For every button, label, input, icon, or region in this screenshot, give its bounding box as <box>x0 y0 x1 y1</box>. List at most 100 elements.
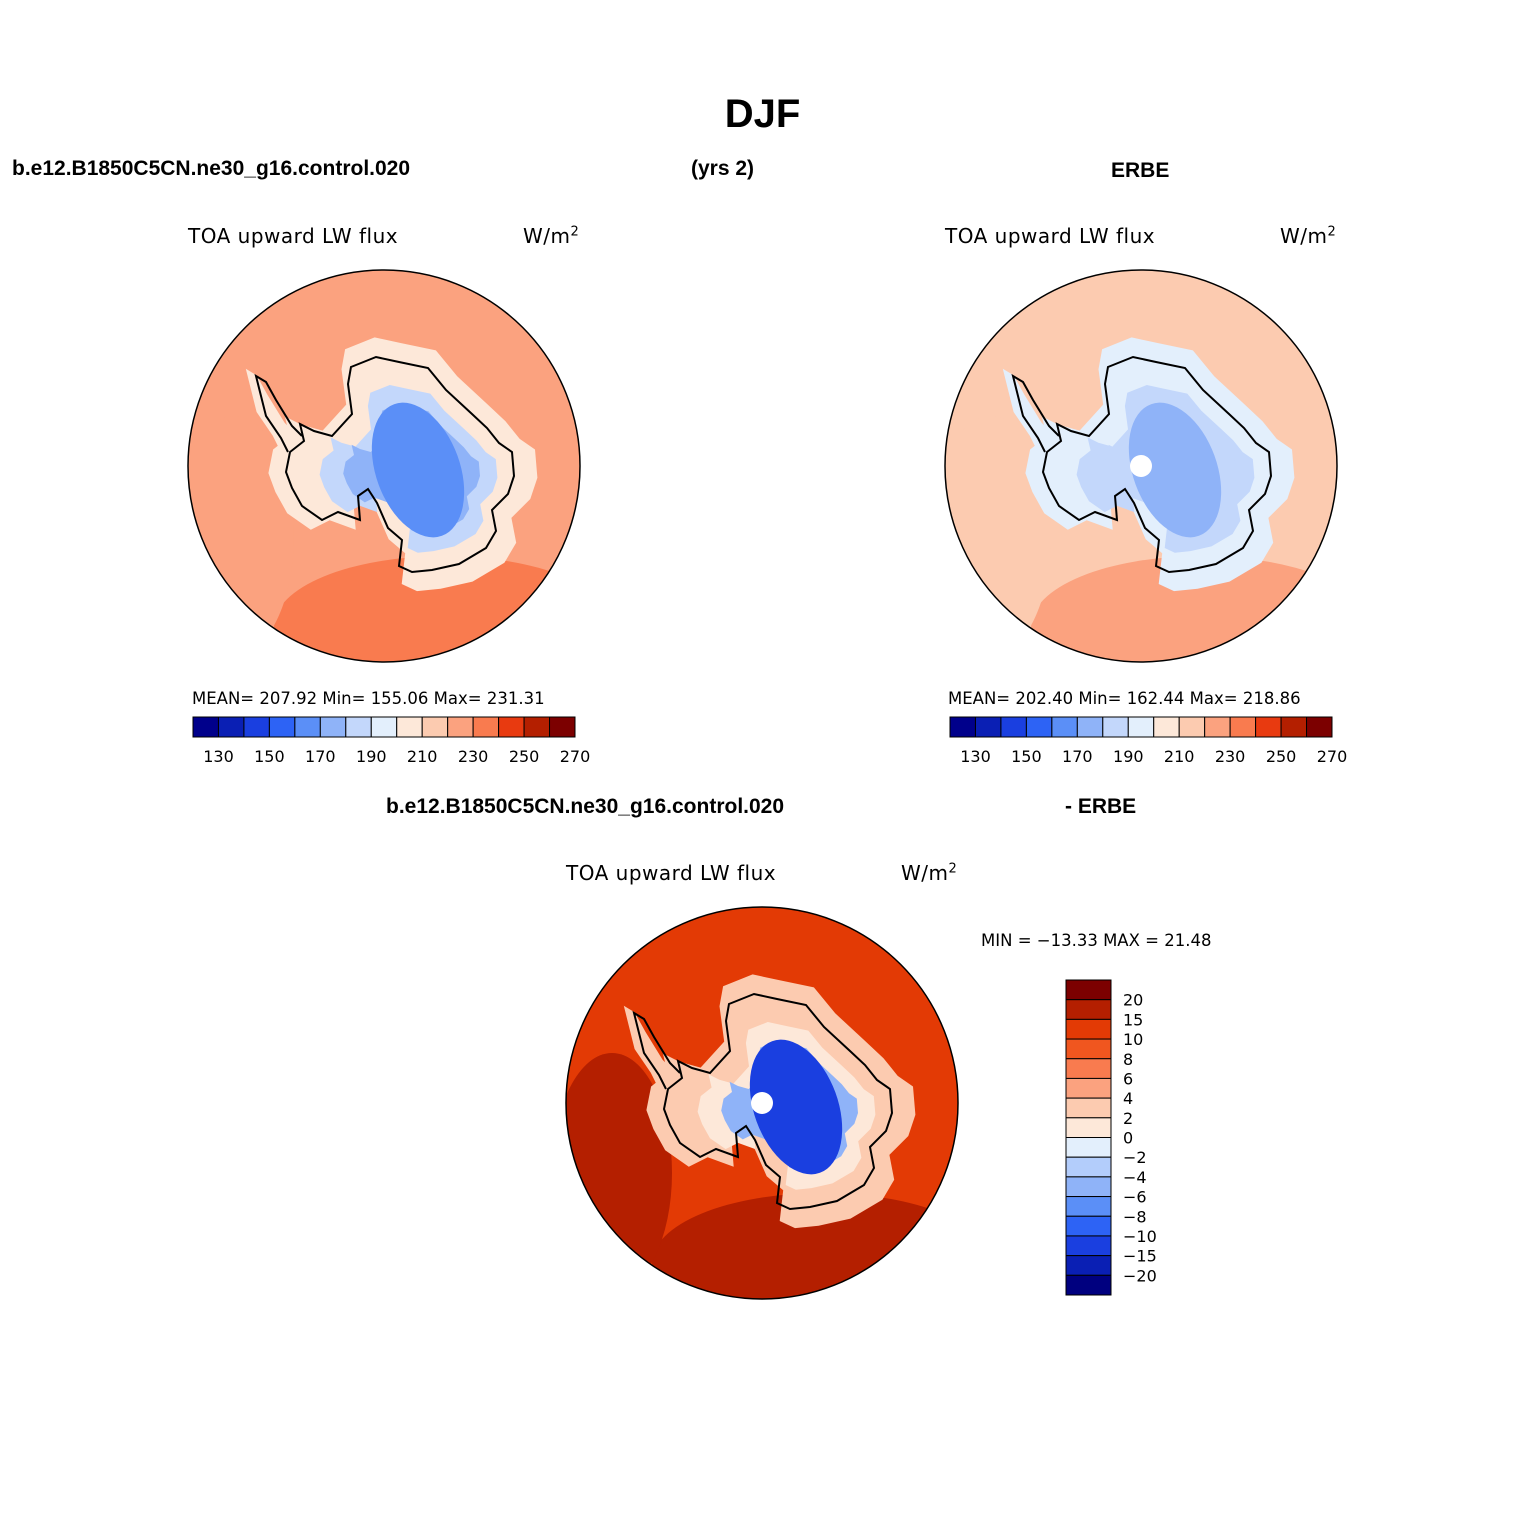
colorbar-tick-label: 2 <box>1123 1109 1133 1128</box>
colorbar-tick-label: 190 <box>1113 747 1144 766</box>
colorbar-box <box>1065 1137 1112 1158</box>
colorbar-box <box>243 716 270 738</box>
colorbar-box <box>949 716 976 738</box>
colorbar-box <box>1065 1058 1112 1079</box>
colorbar-box <box>1076 716 1104 738</box>
pole-missing-data <box>751 1092 773 1114</box>
peninsula-field <box>623 1005 674 1088</box>
colorbar-box <box>1065 1215 1112 1237</box>
colorbar-box <box>1025 716 1053 738</box>
colorbar-box <box>498 716 525 738</box>
colorbar-tick-label: 0 <box>1123 1129 1133 1148</box>
colorbar-box <box>370 716 398 738</box>
coastline <box>662 992 894 1211</box>
obs-header: ERBE <box>1111 159 1170 182</box>
colorbar-box <box>523 716 551 738</box>
map-border <box>944 269 1338 663</box>
model-panel-units: W/m2 <box>523 224 580 248</box>
peninsula-field <box>1002 368 1053 451</box>
colorbar-tick-label: 130 <box>203 747 234 766</box>
colorbar-tick-label: 250 <box>509 747 540 766</box>
colorbar-box <box>1178 716 1206 738</box>
colorbar-tick-label: 20 <box>1123 991 1143 1010</box>
colorbar-box <box>1065 1196 1112 1217</box>
colorbar-tick-label: −15 <box>1123 1247 1157 1266</box>
colorbar-tick-label: 8 <box>1123 1050 1133 1069</box>
colorbar-tick-label: 4 <box>1123 1089 1133 1108</box>
colorbar-tick-label: −20 <box>1123 1266 1157 1285</box>
colorbar-tick-label: 150 <box>254 747 285 766</box>
map-border <box>187 269 581 663</box>
colorbar-box <box>192 716 219 738</box>
coastline <box>284 355 516 574</box>
model-case-header: b.e12.B1850C5CN.ne30_g16.control.020 <box>12 157 411 180</box>
obs-stats: MEAN= 202.40 Min= 162.44 Max= 218.86 <box>948 689 1301 708</box>
colorbar-box <box>1065 1097 1112 1119</box>
colorbar-box <box>1065 1117 1112 1139</box>
colorbar-tick-label: 15 <box>1123 1010 1143 1029</box>
model-map <box>187 269 581 663</box>
figure-title: DJF <box>724 92 801 136</box>
colorbar-box <box>1280 716 1308 738</box>
colorbar-tick-label: 150 <box>1011 747 1042 766</box>
colorbar-box <box>1255 716 1282 738</box>
colorbar-box <box>421 716 449 738</box>
colorbar-box <box>1065 1274 1112 1296</box>
obs-panel-units: W/m2 <box>1280 224 1337 248</box>
colorbar-tick-label: 210 <box>1164 747 1195 766</box>
colorbar-tick-label: 230 <box>458 747 489 766</box>
colorbar-tick-label: 10 <box>1123 1030 1143 1049</box>
colorbar-tick-label: −10 <box>1123 1227 1157 1246</box>
colorbar-box <box>447 716 474 738</box>
colorbar-box <box>294 716 321 738</box>
pole-missing-data <box>1130 455 1152 477</box>
obs-panel-title: TOA upward LW flux <box>945 224 1156 248</box>
colorbar-box <box>1065 1235 1112 1257</box>
diff-stats: MIN = −13.33 MAX = 21.48 <box>981 931 1212 950</box>
diff-panel-units: W/m2 <box>901 861 958 885</box>
colorbar-tick-label: 190 <box>356 747 387 766</box>
colorbar-tick-label: 270 <box>560 747 591 766</box>
colorbar-box <box>1065 1038 1112 1060</box>
colorbar-box <box>217 716 245 738</box>
peninsula-field <box>245 368 296 451</box>
colorbar-box <box>1065 1018 1112 1040</box>
diff-map <box>565 906 959 1300</box>
peninsula-coastline <box>632 1010 681 1090</box>
colorbar-tick-label: 230 <box>1215 747 1246 766</box>
colorbar-box <box>974 716 1002 738</box>
colorbar-box <box>345 716 372 738</box>
diff-case-header: b.e12.B1850C5CN.ne30_g16.control.020 <box>386 795 785 818</box>
model-colorbar: 130 150 170 190 210 230 250 270 <box>192 716 591 766</box>
coastline <box>1041 355 1273 574</box>
model-stats: MEAN= 207.92 Min= 155.06 Max= 231.31 <box>192 689 545 708</box>
model-panel-title: TOA upward LW flux <box>188 224 399 248</box>
colorbar-box <box>268 716 296 738</box>
years-header: (yrs 2) <box>691 157 755 180</box>
colorbar-tick-label: 170 <box>1062 747 1093 766</box>
colorbar-tick-label: 210 <box>407 747 438 766</box>
colorbar-tick-label: −6 <box>1123 1188 1147 1207</box>
colorbar-box <box>1065 1156 1112 1178</box>
core-field <box>749 1039 843 1175</box>
colorbar-box <box>1065 979 1112 1001</box>
colorbar-tick-label: −2 <box>1123 1148 1147 1167</box>
colorbar-box <box>1127 716 1155 738</box>
colorbar-box <box>1153 716 1180 738</box>
colorbar-box <box>1229 716 1257 738</box>
colorbar-tick-label: 270 <box>1317 747 1348 766</box>
colorbar-box <box>396 716 423 738</box>
obs-colorbar: 130 150 170 190 210 230 250 270 <box>949 716 1348 766</box>
colorbar-box <box>1065 1077 1112 1099</box>
colorbar-box <box>1306 716 1333 738</box>
colorbar-tick-label: −4 <box>1123 1168 1147 1187</box>
colorbar-box <box>1065 1255 1112 1276</box>
colorbar-tick-label: 170 <box>305 747 336 766</box>
obs-map <box>944 269 1338 663</box>
colorbar-box <box>1204 716 1231 738</box>
colorbar-tick-label: 250 <box>1266 747 1297 766</box>
core-field <box>371 402 465 538</box>
colorbar-box <box>472 716 500 738</box>
